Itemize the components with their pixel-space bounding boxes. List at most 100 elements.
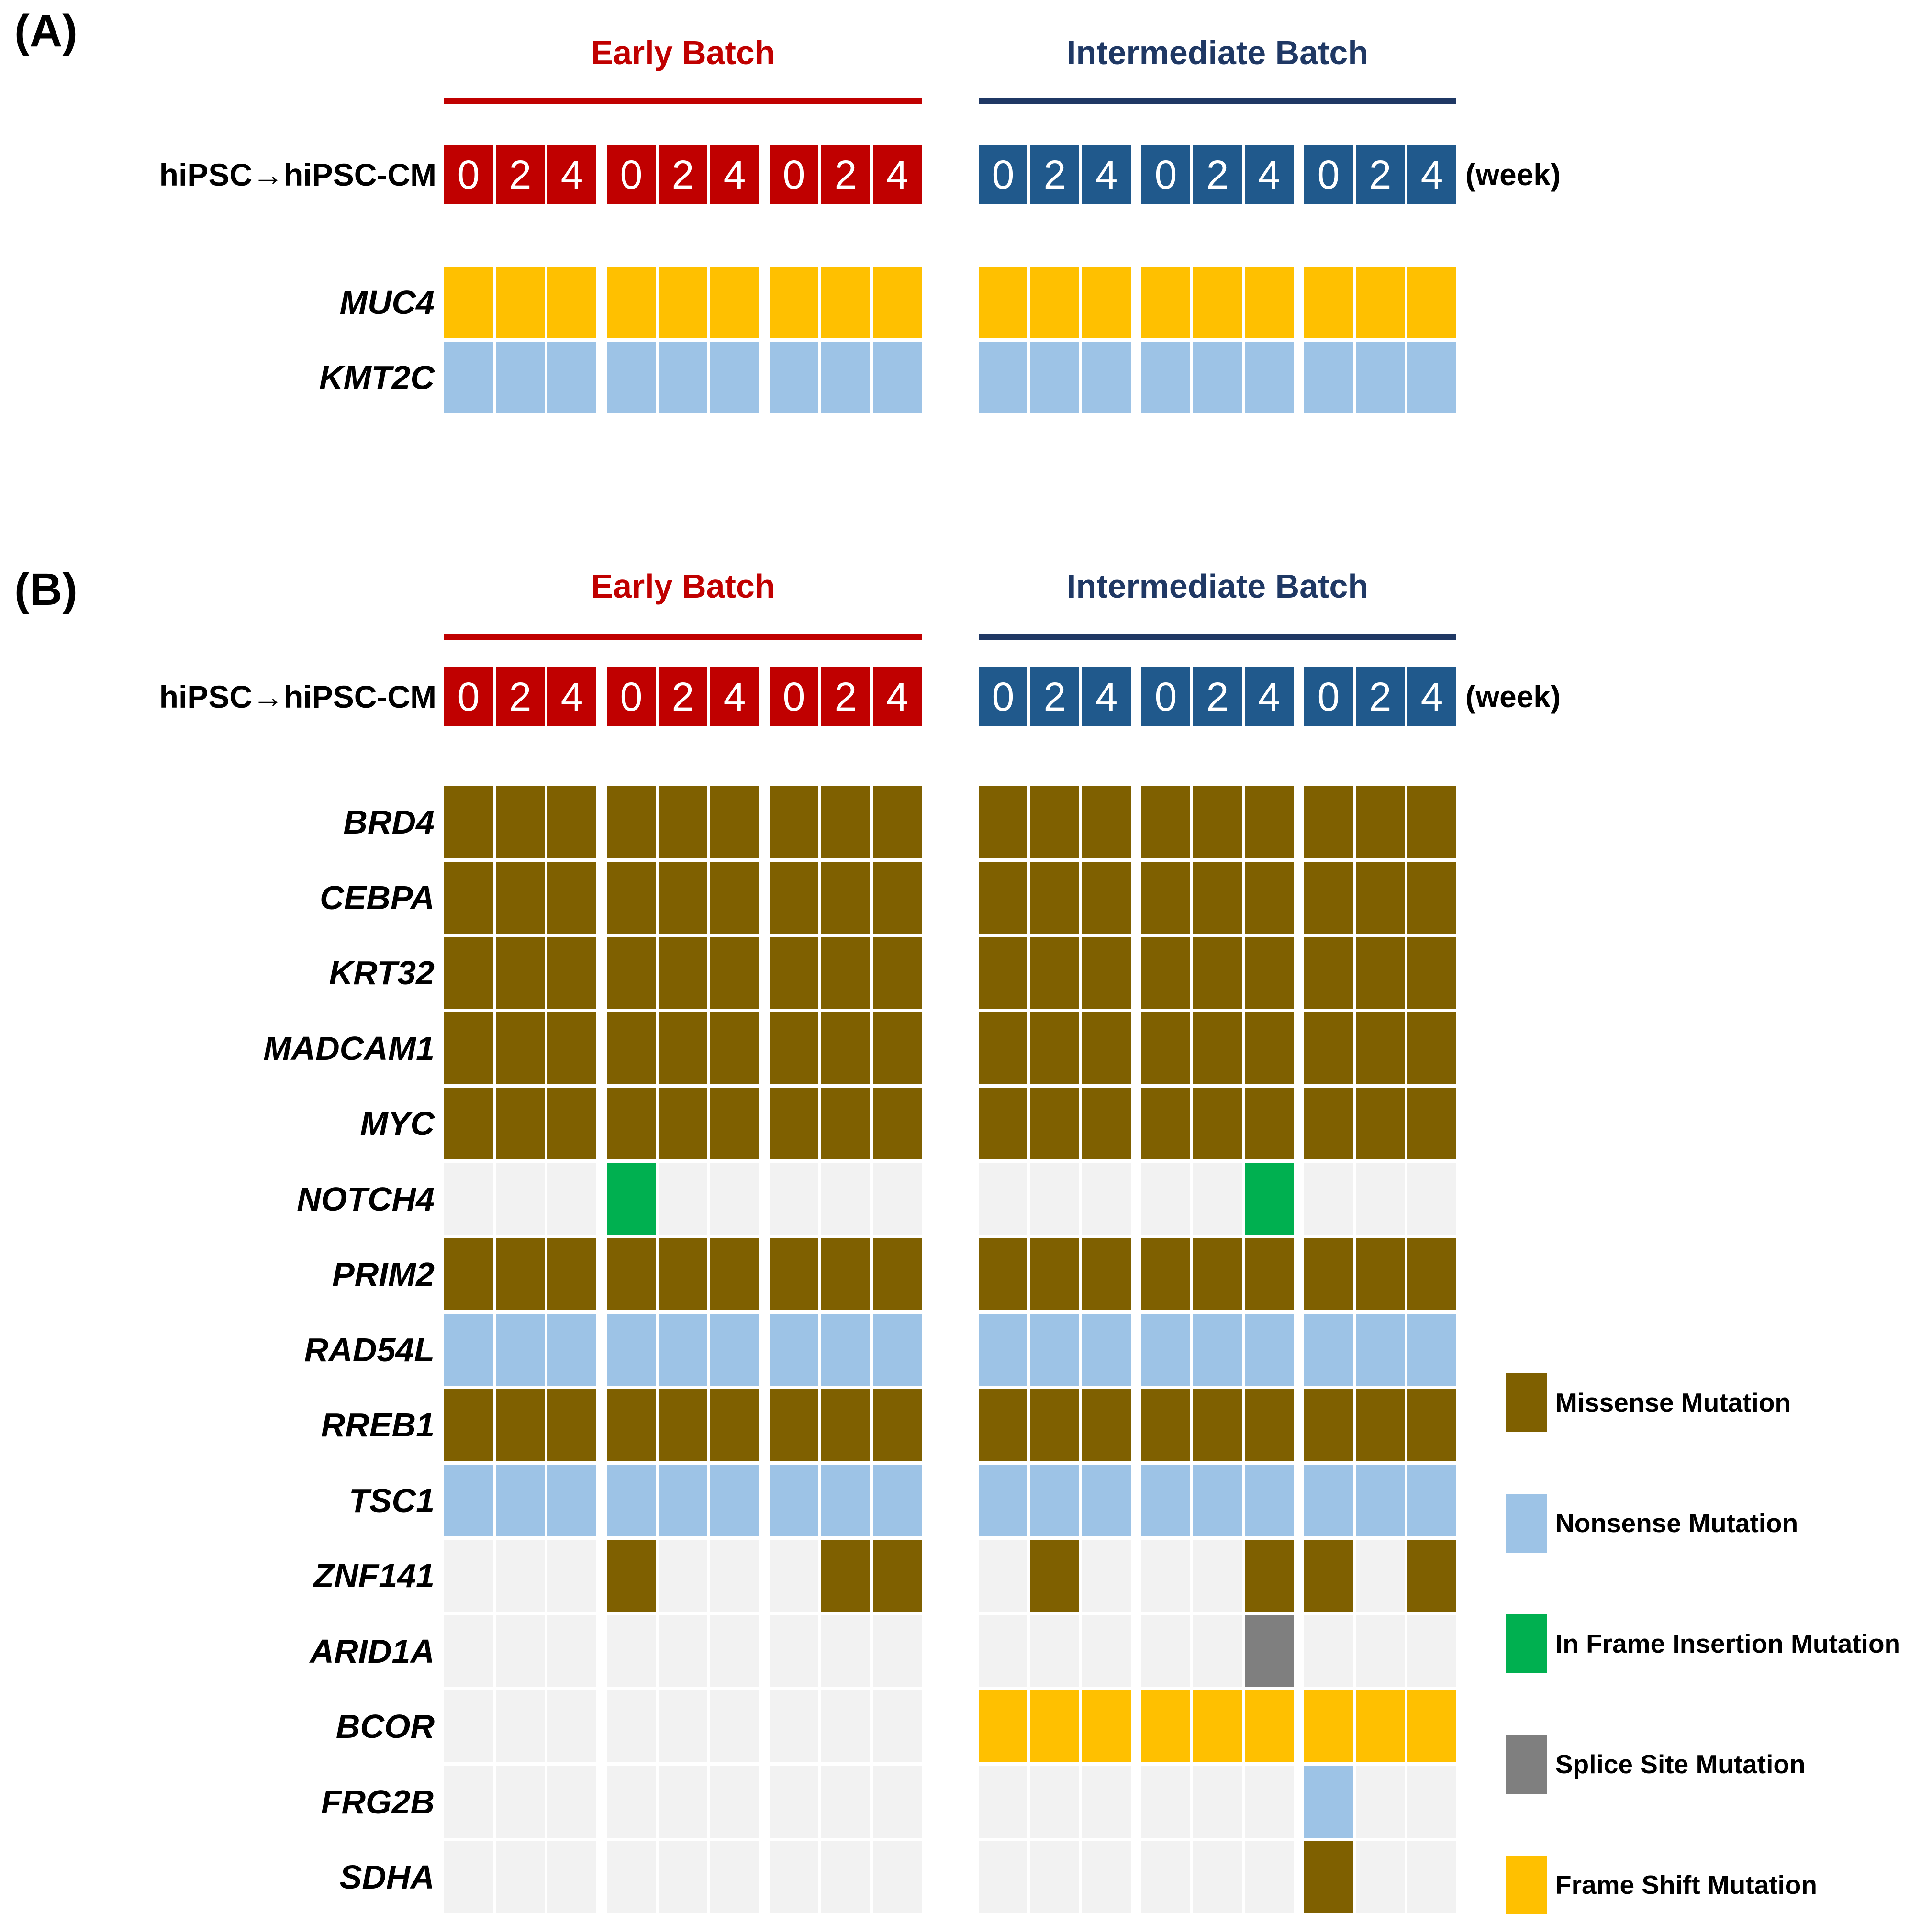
mutation-cell	[496, 1690, 545, 1762]
mutation-cell	[444, 1540, 493, 1612]
week-cell: 4	[873, 667, 922, 726]
week-cell: 2	[1030, 145, 1079, 204]
mutation-cell	[770, 267, 818, 338]
mutation-cell	[821, 1465, 870, 1536]
week-cell: 4	[1245, 145, 1294, 204]
mutation-cell	[979, 1088, 1027, 1159]
week-cell: 4	[1082, 145, 1131, 204]
mutation-cell	[1141, 1766, 1190, 1838]
mutation-cell	[1193, 1012, 1242, 1084]
gene-label: PRIM2	[332, 1256, 435, 1293]
early-batch-underline-a	[444, 98, 922, 104]
mutation-cell	[547, 1540, 596, 1612]
mutation-cell	[1082, 267, 1131, 338]
mutation-cell	[496, 1766, 545, 1838]
mutation-cell	[1141, 1615, 1190, 1687]
mutation-cell	[1082, 1088, 1131, 1159]
mutation-cell	[873, 342, 922, 413]
mutation-cell	[1141, 1238, 1190, 1310]
mutation-cell	[1141, 1841, 1190, 1913]
mutation-cell	[821, 1088, 870, 1159]
mutation-cell	[1030, 1012, 1079, 1084]
mutation-cell	[1193, 1088, 1242, 1159]
mutation-cell	[496, 1163, 545, 1235]
mutation-cell	[1082, 1012, 1131, 1084]
mutation-cell	[659, 862, 707, 934]
mutation-row-block	[444, 1088, 922, 1159]
mutation-cell	[1356, 1841, 1405, 1913]
mutation-cell	[547, 1465, 596, 1536]
mutation-cell	[873, 1540, 922, 1612]
mutation-cell	[607, 1841, 656, 1913]
mutation-cell	[1193, 1238, 1242, 1310]
mutation-cell	[1193, 1841, 1242, 1913]
gene-label: NOTCH4	[297, 1180, 435, 1218]
mutation-cell	[1304, 937, 1353, 1009]
mutation-cell	[770, 1766, 818, 1838]
mutation-cell	[1304, 786, 1353, 858]
inframe-insertion-swatch	[1506, 1614, 1547, 1673]
mutation-cell	[1304, 1465, 1353, 1536]
mutation-cell	[444, 786, 493, 858]
gene-label: MADCAM1	[263, 1030, 435, 1067]
gene-label: KMT2C	[319, 359, 435, 396]
mutation-cell	[979, 1690, 1027, 1762]
mutation-cell	[1356, 1314, 1405, 1386]
mutation-row-block	[979, 1314, 1456, 1386]
mutation-cell	[821, 786, 870, 858]
mutation-row-block	[444, 1238, 922, 1310]
mutation-cell	[1030, 1841, 1079, 1913]
mutation-cell	[979, 786, 1027, 858]
mutation-cell	[710, 1841, 759, 1913]
mutation-cell	[659, 342, 707, 413]
mutation-cell	[607, 1012, 656, 1084]
mutation-row-block	[444, 1012, 922, 1084]
mutation-cell	[1304, 1766, 1353, 1838]
mutation-cell	[1030, 1163, 1079, 1235]
mutation-cell	[1304, 1088, 1353, 1159]
mutation-cell	[1030, 1690, 1079, 1762]
mutation-cell	[1407, 1615, 1456, 1687]
mutation-cell	[547, 1314, 596, 1386]
mutation-cell	[1082, 1841, 1131, 1913]
mutation-cell	[873, 1389, 922, 1461]
mutation-cell	[1141, 1690, 1190, 1762]
mutation-cell	[979, 1238, 1027, 1310]
mutation-cell	[873, 1238, 922, 1310]
gene-label: CEBPA	[320, 879, 435, 916]
mutation-cell	[547, 1615, 596, 1687]
mutation-cell	[770, 1465, 818, 1536]
mutation-cell	[444, 1314, 493, 1386]
mutation-cell	[873, 1465, 922, 1536]
mutation-cell	[1245, 1314, 1294, 1386]
mutation-cell	[873, 1088, 922, 1159]
gene-label: KRT32	[329, 954, 435, 991]
week-cell: 0	[1141, 667, 1190, 726]
mutation-cell	[659, 1012, 707, 1084]
mutation-cell	[659, 1690, 707, 1762]
mutation-cell	[821, 937, 870, 1009]
mutation-cell	[1356, 862, 1405, 934]
nonsense-swatch	[1506, 1494, 1547, 1553]
mutation-cell	[1407, 1088, 1456, 1159]
mutation-cell	[1082, 342, 1131, 413]
mutation-cell	[979, 1314, 1027, 1386]
mutation-row-block	[979, 342, 1456, 413]
mutation-cell	[710, 1314, 759, 1386]
mutation-cell	[770, 1841, 818, 1913]
mutation-cell	[1193, 267, 1242, 338]
mutation-cell	[1407, 1690, 1456, 1762]
mutation-cell	[496, 937, 545, 1009]
mutation-row-block	[979, 1088, 1456, 1159]
mutation-cell	[1141, 1540, 1190, 1612]
mutation-cell	[873, 1766, 922, 1838]
mutation-row-block	[979, 1615, 1456, 1687]
mutation-cell	[1030, 1615, 1079, 1687]
mutation-cell	[770, 1389, 818, 1461]
week-cell: 2	[821, 667, 870, 726]
mutation-cell	[444, 342, 493, 413]
mutation-cell	[607, 937, 656, 1009]
mutation-cell	[1141, 1088, 1190, 1159]
